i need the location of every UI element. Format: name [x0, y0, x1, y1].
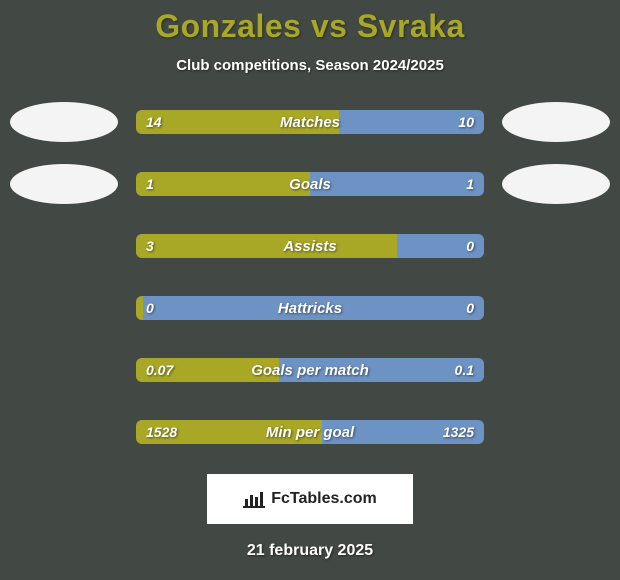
date-label: 21 february 2025	[0, 542, 620, 560]
avatar-spacer	[502, 350, 610, 390]
bar-fill-right	[397, 234, 484, 258]
subtitle: Club competitions, Season 2024/2025	[0, 57, 620, 74]
stat-rows: 14Matches10 1Goals1 3Assists0 0Hattricks0 0.…	[0, 102, 620, 452]
footer-label: FcTables.com	[271, 490, 377, 508]
player-avatar-right	[502, 164, 610, 204]
bar-fill-left	[136, 110, 339, 134]
stat-bar: 3Assists0	[136, 234, 484, 258]
avatar-spacer	[502, 412, 610, 452]
avatar-spacer	[10, 350, 118, 390]
bar-fill-left	[136, 234, 397, 258]
stat-row: 0.07Goals per match0.1	[0, 350, 620, 390]
stat-row: 14Matches10	[0, 102, 620, 142]
bar-fill-left	[136, 172, 310, 196]
player-avatar-left	[10, 164, 118, 204]
page-title: Gonzales vs Svraka	[0, 8, 620, 45]
stat-bar: 0.07Goals per match0.1	[136, 358, 484, 382]
comparison-infographic: Gonzales vs Svraka Club competitions, Se…	[0, 0, 620, 560]
footer-badge: FcTables.com	[207, 474, 413, 524]
stat-bar: 1528Min per goal1325	[136, 420, 484, 444]
bar-fill-right	[339, 110, 484, 134]
stat-bar: 1Goals1	[136, 172, 484, 196]
stat-row: 0Hattricks0	[0, 288, 620, 328]
bar-fill-right	[310, 172, 484, 196]
chart-icon	[243, 490, 265, 508]
player-avatar-left	[10, 102, 118, 142]
avatar-spacer	[10, 412, 118, 452]
avatar-spacer	[502, 226, 610, 266]
avatar-spacer	[10, 288, 118, 328]
bar-fill-left	[136, 358, 279, 382]
bar-fill-right	[322, 420, 484, 444]
bar-fill-right	[279, 358, 484, 382]
avatar-spacer	[10, 226, 118, 266]
bar-fill-left	[136, 296, 143, 320]
avatar-spacer	[502, 288, 610, 328]
stat-bar: 14Matches10	[136, 110, 484, 134]
stat-row: 1Goals1	[0, 164, 620, 204]
player-avatar-right	[502, 102, 610, 142]
stat-row: 3Assists0	[0, 226, 620, 266]
bar-fill-left	[136, 420, 322, 444]
bar-fill-right	[143, 296, 484, 320]
stat-row: 1528Min per goal1325	[0, 412, 620, 452]
stat-bar: 0Hattricks0	[136, 296, 484, 320]
